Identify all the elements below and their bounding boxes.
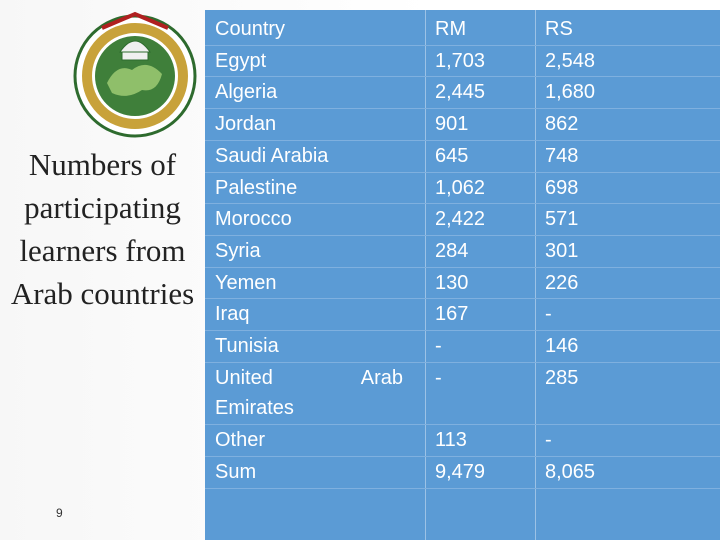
table-panel: Country RM RS Egypt 1,703 2,548 Algeria 2,445 1,…: [205, 10, 720, 540]
country-cell: Yemen: [205, 267, 425, 300]
country-cell: Iraq: [205, 298, 425, 332]
country-cell: Syria: [205, 235, 425, 268]
value-cell: 1,680: [535, 76, 720, 110]
country-cell: Country: [205, 14, 425, 46]
table-row: Saudi Arabia 645 748: [205, 140, 720, 173]
value-cell: 301: [535, 235, 720, 268]
slide-number: 9: [56, 506, 63, 520]
data-table: Country RM RS Egypt 1,703 2,548 Algeria 2,445 1,…: [205, 14, 720, 489]
country-cell: Algeria: [205, 76, 425, 110]
country-cell: Saudi Arabia: [205, 140, 425, 173]
country-cell: Sum: [205, 456, 425, 489]
country-cell: Tunisia: [205, 330, 425, 363]
country-cell: Morocco: [205, 203, 425, 236]
value-cell: -: [535, 424, 720, 457]
table-row: United Arab Emirates -285: [205, 362, 720, 426]
value-cell: 862: [535, 108, 720, 141]
value-cell: 113: [425, 424, 535, 457]
country-cell: Jordan: [205, 108, 425, 141]
table-row: Palestine 1,062 698: [205, 172, 720, 205]
country-cell: United Arab Emirates: [205, 362, 425, 426]
value-cell: 1,062: [425, 172, 535, 205]
cell-text: United Arab Emirates: [215, 366, 403, 420]
value-cell: 1,703: [425, 45, 535, 78]
header-row: Country RM RS: [205, 14, 720, 46]
table-row: Other 113-: [205, 424, 720, 457]
value-cell: 8,065: [535, 456, 720, 489]
country-cell: Palestine: [205, 172, 425, 205]
value-cell: 146: [535, 330, 720, 363]
country-cell: Egypt: [205, 45, 425, 78]
value-cell: 167: [425, 298, 535, 332]
value-cell: 2,422: [425, 203, 535, 236]
value-cell: 9,479: [425, 456, 535, 489]
table-row: Egypt 1,703 2,548: [205, 45, 720, 78]
value-cell: RM: [425, 14, 535, 46]
table-row: Iraq 167-: [205, 298, 720, 332]
slide-title: Numbers of participating learners from A…: [10, 147, 195, 311]
value-cell: 698: [535, 172, 720, 205]
value-cell: -: [535, 298, 720, 332]
value-cell: RS: [535, 14, 720, 46]
table-row: Morocco 2,422 571: [205, 203, 720, 236]
value-cell: 285: [535, 362, 720, 426]
table-row: Tunisia -146: [205, 330, 720, 363]
table-row: Algeria 2,445 1,680: [205, 76, 720, 110]
table-row: Jordan 901 862: [205, 108, 720, 141]
table-row: Yemen 130 226: [205, 267, 720, 300]
value-cell: 2,445: [425, 76, 535, 110]
value-cell: 901: [425, 108, 535, 141]
university-logo: [73, 11, 197, 138]
value-cell: 2,548: [535, 45, 720, 78]
value-cell: -: [425, 362, 535, 426]
country-cell: Other: [205, 424, 425, 457]
value-cell: 130: [425, 267, 535, 300]
value-cell: 645: [425, 140, 535, 173]
table-row: Sum 9,479 8,065: [205, 456, 720, 489]
value-cell: 284: [425, 235, 535, 268]
value-cell: -: [425, 330, 535, 363]
value-cell: 748: [535, 140, 720, 173]
table-row: Syria 284 301: [205, 235, 720, 268]
value-cell: 226: [535, 267, 720, 300]
value-cell: 571: [535, 203, 720, 236]
